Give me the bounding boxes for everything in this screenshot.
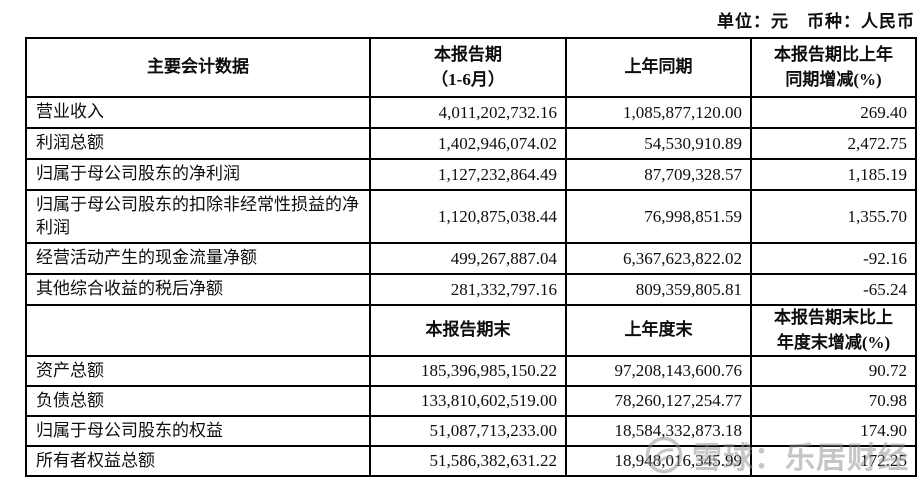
row-label: 所有者权益总额 [25,445,371,478]
prior-value: 87,709,328.57 [565,158,752,191]
header-period-change-line1: 本报告期比上年 [774,44,893,64]
header-current-period-line2: （1-6月） [431,69,505,89]
change-value: -65.24 [750,273,917,306]
table-row-total-profit: 利润总额 1,402,946,074.02 54,530,910.89 2,47… [25,127,917,160]
table-header-balance: 本报告期末 上年度末 本报告期末比上 年度末增减(%) [25,303,917,358]
current-value: 499,267,887.04 [369,242,567,275]
header-prior-year-end: 上年度末 [565,303,752,358]
prior-value: 78,260,127,254.77 [565,385,752,418]
table-row-net-profit: 归属于母公司股东的净利润 1,127,232,864.49 87,709,328… [25,158,917,191]
header-period-change-line2: 同期增减(%) [785,69,882,89]
current-value: 185,396,985,150.22 [369,355,567,388]
change-value: 1,185.19 [750,158,917,191]
prior-value: 54,530,910.89 [565,127,752,160]
prior-value: 1,085,877,120.00 [565,96,752,129]
table-row-total-assets: 资产总额 185,396,985,150.22 97,208,143,600.7… [25,355,917,388]
header-balance-change-line1: 本报告期末比上 [774,308,893,327]
prior-value: 6,367,623,822.02 [565,242,752,275]
row-label: 归属于母公司股东的扣除非经常性损益的净利润 [25,189,371,244]
table-row-total-liabilities: 负债总额 133,810,602,519.00 78,260,127,254.7… [25,385,917,418]
row-label: 营业收入 [25,96,371,129]
header-period-end: 本报告期末 [369,303,567,358]
header-main-metrics: 主要会计数据 [25,37,371,98]
prior-value: 18,584,332,873.18 [565,415,752,448]
row-label: 经营活动产生的现金流量净额 [25,242,371,275]
table-header-period: 主要会计数据 本报告期 （1-6月） 上年同期 本报告期比上年 同期增减(%) [25,37,917,98]
current-value: 4,011,202,732.16 [369,96,567,129]
current-value: 133,810,602,519.00 [369,385,567,418]
table-row-operating-cash-flow: 经营活动产生的现金流量净额 499,267,887.04 6,367,623,8… [25,242,917,275]
change-value: 269.40 [750,96,917,129]
header-current-period: 本报告期 （1-6月） [369,37,567,98]
table-row-parent-equity: 归属于母公司股东的权益 51,087,713,233.00 18,584,332… [25,415,917,448]
table-row-total-owners-equity: 所有者权益总额 51,586,382,631.22 18,948,016,345… [25,445,917,478]
prior-value: 97,208,143,600.76 [565,355,752,388]
header-balance-empty [25,303,371,358]
change-value: 2,472.75 [750,127,917,160]
change-value: -92.16 [750,242,917,275]
change-value: 90.72 [750,355,917,388]
current-value: 1,402,946,074.02 [369,127,567,160]
unit-currency-label: 单位：元 币种：人民币 [717,12,915,31]
table-row-other-comprehensive-income: 其他综合收益的税后净额 281,332,797.16 809,359,805.8… [25,273,917,306]
row-label: 资产总额 [25,355,371,388]
row-label: 负债总额 [25,385,371,418]
key-accounting-data-table: 主要会计数据 本报告期 （1-6月） 上年同期 本报告期比上年 同期增减(%) … [25,37,917,478]
table-row-revenue: 营业收入 4,011,202,732.16 1,085,877,120.00 2… [25,96,917,129]
header-current-period-line1: 本报告期 [434,44,502,64]
header-period-change: 本报告期比上年 同期增减(%) [750,37,917,98]
header-prior-period: 上年同期 [565,37,752,98]
header-balance-change: 本报告期末比上 年度末增减(%) [750,303,917,358]
table-row-net-profit-excl-nonrecurring: 归属于母公司股东的扣除非经常性损益的净利润 1,120,875,038.44 7… [25,189,917,244]
prior-value: 76,998,851.59 [565,189,752,244]
row-label: 归属于母公司股东的净利润 [25,158,371,191]
change-value: 172.25 [750,445,917,478]
row-label: 其他综合收益的税后净额 [25,273,371,306]
row-label: 归属于母公司股东的权益 [25,415,371,448]
row-label: 利润总额 [25,127,371,160]
prior-value: 809,359,805.81 [565,273,752,306]
change-value: 174.90 [750,415,917,448]
current-value: 1,127,232,864.49 [369,158,567,191]
prior-value: 18,948,016,345.99 [565,445,752,478]
current-value: 281,332,797.16 [369,273,567,306]
change-value: 70.98 [750,385,917,418]
header-balance-change-line2: 年度末增减(%) [776,332,891,352]
current-value: 1,120,875,038.44 [369,189,567,244]
change-value: 1,355.70 [750,189,917,244]
current-value: 51,586,382,631.22 [369,445,567,478]
current-value: 51,087,713,233.00 [369,415,567,448]
